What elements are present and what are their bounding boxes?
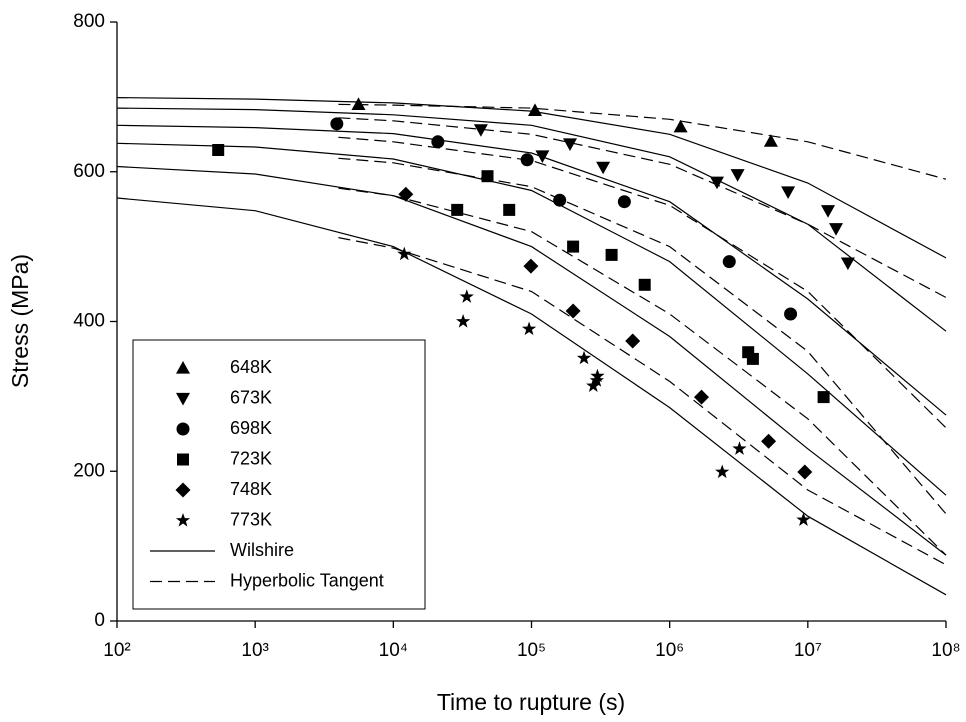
fit-line [338, 103, 947, 180]
legend-marker [176, 422, 190, 436]
fit-line [338, 157, 947, 515]
data-point [673, 119, 688, 133]
data-point [730, 169, 745, 182]
legend-label: Hyperbolic Tangent [230, 570, 384, 590]
data-point [586, 378, 601, 392]
data-point [732, 441, 747, 455]
legend-label: 748K [230, 479, 272, 499]
legend-marker [175, 482, 191, 498]
fit-line [116, 165, 947, 556]
data-point [796, 512, 811, 526]
data-point [784, 307, 798, 321]
data-point [797, 464, 813, 480]
data-point [710, 176, 724, 190]
fit-line [338, 117, 947, 299]
data-point [503, 203, 516, 216]
data-point [523, 258, 539, 274]
data-point [576, 350, 592, 365]
x-tick-label: 10² [103, 640, 130, 661]
legend-marker [175, 513, 191, 527]
data-point [553, 193, 567, 207]
legend-label: 673K [230, 387, 272, 407]
fit-line [116, 197, 947, 596]
x-tick-label: 10⁵ [517, 640, 546, 661]
data-point [459, 289, 474, 303]
data-point [715, 464, 730, 479]
data-point [473, 124, 488, 137]
y-tick-label: 600 [73, 161, 105, 182]
data-point [431, 135, 445, 149]
data-point [351, 97, 366, 110]
data-point [625, 333, 641, 349]
data-point [722, 255, 736, 269]
data-point [565, 303, 581, 319]
x-tick-label: 10⁷ [794, 640, 822, 661]
y-tick-label: 400 [73, 311, 105, 332]
data-point [563, 138, 577, 151]
legend-label: Wilshire [230, 540, 294, 560]
legend-marker [176, 392, 190, 406]
data-point [638, 278, 651, 291]
data-point [535, 150, 550, 163]
data-point [456, 314, 471, 328]
x-axis-title: Time to rupture (s) [437, 689, 625, 715]
data-point [521, 321, 537, 336]
x-tick-label: 10⁶ [655, 640, 684, 661]
data-point [694, 389, 709, 405]
data-point [330, 117, 344, 131]
data-point [528, 103, 542, 116]
y-tick-label: 0 [94, 610, 105, 631]
fit-line [338, 136, 947, 429]
fit-line [116, 124, 947, 416]
data-point [596, 161, 611, 175]
legend-box [132, 339, 426, 610]
data-point [763, 134, 778, 147]
legend-label: 698K [230, 418, 272, 438]
data-point [397, 246, 412, 261]
legend-label: 723K [230, 448, 272, 468]
data-point [567, 240, 580, 253]
data-point [451, 203, 464, 216]
legend-label: 648K [230, 357, 272, 377]
fit-line [338, 237, 947, 566]
data-point [481, 170, 494, 183]
x-tick-label: 10⁴ [379, 640, 408, 661]
data-point [821, 205, 835, 218]
data-point [398, 186, 414, 202]
data-point [212, 144, 225, 156]
y-tick-label: 200 [73, 460, 105, 481]
fit-line [116, 107, 947, 332]
legend-marker [177, 453, 189, 466]
x-tick-label: 10³ [241, 640, 268, 661]
data-point [589, 373, 604, 387]
fit-line [338, 187, 947, 556]
data-point [605, 248, 618, 261]
y-tick-label: 800 [73, 11, 105, 32]
legend-label: 773K [230, 509, 272, 529]
data-point [829, 223, 843, 236]
data-point [761, 433, 777, 449]
data-point [817, 391, 830, 404]
legend-marker [176, 361, 190, 374]
x-tick-label: 10⁸ [931, 640, 960, 661]
fit-line [116, 142, 947, 496]
data-point [617, 195, 631, 209]
data-point [781, 186, 796, 199]
y-axis-title: Stress (MPa) [7, 254, 33, 388]
data-point [746, 352, 759, 365]
fit-line [116, 97, 947, 259]
data-point [520, 153, 534, 167]
data-point [840, 257, 855, 271]
